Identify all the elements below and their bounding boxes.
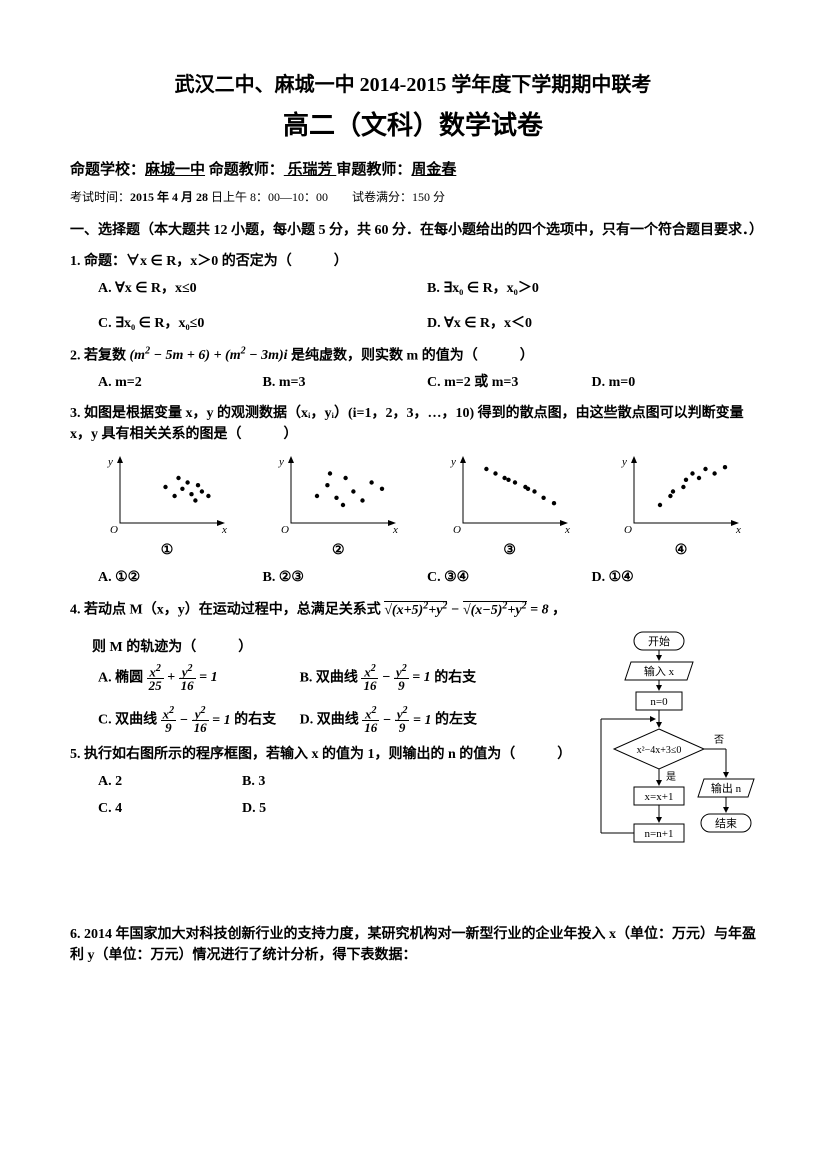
scatter-4: y x O ④: [606, 453, 756, 561]
svg-text:n=0: n=0: [650, 696, 668, 708]
svg-text:y: y: [450, 456, 456, 468]
svg-text:否: 否: [714, 734, 724, 746]
q2-stem-post: 是纯虚数，则实数 m 的值为（ ）: [291, 348, 534, 363]
q2-option-c: C. m=2 或 m=3: [427, 372, 592, 393]
q4-stem-post: ，: [552, 603, 566, 618]
q1-option-c: C. ∃x₀ ∈ R，x₀≤0: [98, 313, 427, 334]
flowchart-svg: 开始 输入 x n=0 x²−4x+3≤0 否 输出 n 结束 是: [586, 627, 756, 907]
exam-info-prefix: 考试时间：: [70, 190, 130, 204]
scatter-3-svg: y x O: [445, 453, 575, 538]
scatter-3-label: ③: [435, 540, 585, 561]
svg-text:O: O: [624, 524, 632, 536]
q2-formula: (m2 − 5m + 6) + (m2 − 3m)i: [130, 348, 292, 363]
svg-text:x: x: [221, 524, 227, 536]
school-label: 命题学校：: [70, 162, 145, 178]
q1-option-a: A. ∀x ∈ R，x≤0: [98, 278, 427, 299]
q2-options: A. m=2 B. m=3 C. m=2 或 m=3 D. m=0: [98, 372, 756, 393]
q5-option-c: C. 4: [98, 798, 242, 819]
scatter-3: y x O ③: [435, 453, 585, 561]
svg-text:结束: 结束: [715, 817, 737, 830]
svg-text:x: x: [564, 524, 570, 536]
scatter-1: y x O ①: [92, 453, 242, 561]
svg-text:y: y: [621, 456, 627, 468]
scatter-1-svg: y x O: [102, 453, 232, 538]
svg-text:是: 是: [666, 771, 676, 783]
author-label: 命题教师：: [209, 162, 284, 178]
svg-text:O: O: [281, 524, 289, 536]
q2-option-d: D. m=0: [592, 372, 757, 393]
scatter-2-svg: y x O: [273, 453, 403, 538]
q4-option-a: A. 椭圆 x225 + y216 = 1: [98, 664, 300, 692]
svg-text:x²−4x+3≤0: x²−4x+3≤0: [637, 745, 682, 756]
meta-line: 命题学校：麻城一中 命题教师： 乐瑞芳 审题教师：周金春: [70, 159, 756, 182]
q1-option-b: B. ∃x₀ ∈ R，x₀＞0: [427, 278, 756, 299]
q1-options: A. ∀x ∈ R，x≤0 B. ∃x₀ ∈ R，x₀＞0 C. ∃x₀ ∈ R…: [98, 278, 756, 334]
svg-text:x: x: [735, 524, 741, 536]
q3-options: A. ①② B. ②③ C. ③④ D. ①④: [98, 567, 756, 588]
exam-info: 考试时间：2015 年 4 月 28 日上午 8：00—10：00 试卷满分：1…: [70, 188, 756, 206]
q5-option-a: A. 2: [98, 771, 242, 792]
scatter-1-label: ①: [92, 540, 242, 561]
q5-option-d: D. 5: [242, 798, 386, 819]
scatter-2: y x O ②: [263, 453, 413, 561]
svg-text:n=n+1: n=n+1: [645, 828, 674, 840]
section-1-title: 一、选择题（本大题共 12 小题，每小题 5 分，共 60 分．在每小题给出的四…: [70, 220, 756, 241]
flowchart: 开始 输入 x n=0 x²−4x+3≤0 否 输出 n 结束 是: [586, 627, 756, 914]
scatter-row: y x O ① y x O ② y x O ③ y x O ④: [92, 453, 756, 561]
scatter-2-label: ②: [263, 540, 413, 561]
q6-stem: 6. 2014 年国家加大对科技创新行业的支持力度，某研究机构对一新型行业的企业…: [70, 924, 756, 966]
scatter-4-label: ④: [606, 540, 756, 561]
q2-stem-pre: 2. 若复数: [70, 348, 126, 363]
svg-text:O: O: [110, 524, 118, 536]
svg-text:输入 x: 输入 x: [644, 664, 675, 678]
q2-option-a: A. m=2: [98, 372, 263, 393]
q3-option-a: A. ①②: [98, 567, 263, 588]
svg-text:y: y: [278, 456, 284, 468]
svg-text:x=x+1: x=x+1: [645, 791, 674, 803]
title-line-2: 高二（文科）数学试卷: [70, 106, 756, 145]
title-line-1: 武汉二中、麻城一中 2014-2015 学年度下学期期中联考: [70, 70, 756, 100]
q5-option-b: B. 3: [242, 771, 386, 792]
reviewer: 周金春: [411, 162, 456, 178]
q4-stem: 4. 若动点 M（x，y）在运动过程中，总满足关系式 √(x+5)2+y2 − …: [70, 598, 756, 621]
svg-text:x: x: [392, 524, 398, 536]
q4-option-b: B. 双曲线 x216 − y29 = 1 的右支: [300, 664, 578, 692]
q2-option-b: B. m=3: [263, 372, 428, 393]
scatter-4-svg: y x O: [616, 453, 746, 538]
q4-option-c: C. 双曲线 x29 − y216 = 1 的右支: [98, 706, 300, 734]
q4-stem-pre: 4. 若动点 M（x，y）在运动过程中，总满足关系式: [70, 603, 381, 618]
q1-option-d: D. ∀x ∈ R，x＜0: [427, 313, 756, 334]
svg-text:开始: 开始: [648, 634, 670, 648]
exam-info-date: 2015 年 4 月 28: [130, 190, 208, 204]
q3-option-c: C. ③④: [427, 567, 592, 588]
q3-stem: 3. 如图是根据变量 x，y 的观测数据（xᵢ，yᵢ）(i=1，2，3，…，10…: [70, 403, 756, 445]
q1-stem: 1. 命题：∀x ∈ R，x＞0 的否定为（ ）: [70, 251, 756, 272]
school: 麻城一中: [145, 162, 205, 178]
reviewer-label: 审题教师：: [336, 162, 411, 178]
author: 乐瑞芳: [284, 162, 337, 178]
svg-text:O: O: [453, 524, 461, 536]
q4-formula: √(x+5)2+y2 − √(x−5)2+y2 = 8: [384, 601, 552, 618]
q4-option-d: D. 双曲线 x216 − y29 = 1 的左支: [300, 706, 578, 734]
q2-stem: 2. 若复数 (m2 − 5m + 6) + (m2 − 3m)i 是纯虚数，则…: [70, 344, 756, 367]
exam-info-rest: 日上午 8：00—10：00 试卷满分：150 分: [208, 190, 445, 204]
svg-text:y: y: [107, 456, 113, 468]
q3-option-d: D. ①④: [592, 567, 757, 588]
q3-option-b: B. ②③: [263, 567, 428, 588]
svg-text:输出 n: 输出 n: [711, 781, 742, 795]
